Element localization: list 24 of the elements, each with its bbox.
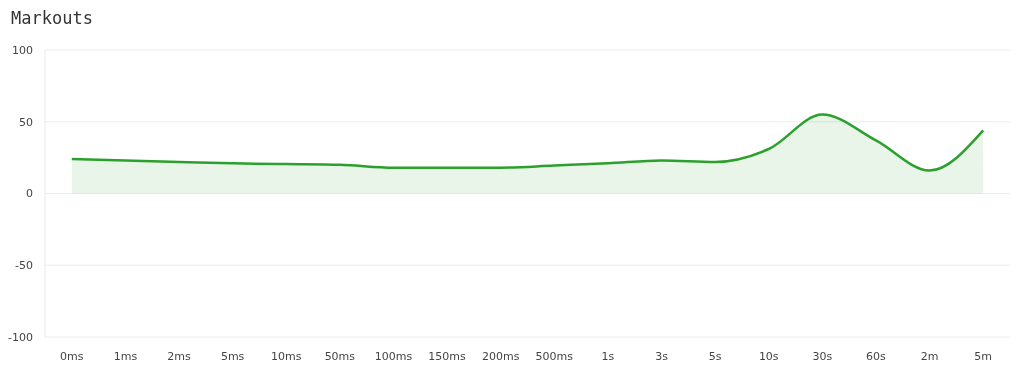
y-tick-label: 50 [19, 115, 33, 129]
x-tick-label: 200ms [481, 350, 520, 363]
x-tick-label: 500ms [535, 350, 574, 363]
x-tick-label: 10ms [271, 350, 302, 363]
x-tick-label: 3s [655, 350, 669, 363]
chart-title: Markouts [11, 8, 93, 28]
x-tick-label: 2ms [167, 350, 192, 363]
y-tick-label: -100 [8, 330, 33, 344]
y-tick-label: -50 [15, 259, 33, 273]
x-tick-label: 5ms [220, 350, 245, 363]
y-tick-label: 100 [12, 43, 33, 57]
x-tick-label: 5s [708, 350, 722, 363]
x-tick-label: 100ms [374, 350, 413, 363]
x-tick-label: 0ms [60, 350, 84, 363]
x-tick-label: 60s [866, 350, 887, 363]
x-tick-label: 50ms [324, 350, 356, 363]
x-tick-label: 30s [812, 350, 833, 363]
x-tick-label: 1ms [113, 350, 138, 363]
x-tick-label: 5m [974, 350, 993, 363]
x-tick-label: 10s [758, 350, 779, 363]
x-tick-label: 1s [601, 350, 615, 363]
x-tick-label: 2m [920, 350, 939, 363]
y-tick-label: 0 [26, 187, 33, 201]
x-tick-label: 150ms [428, 350, 467, 363]
